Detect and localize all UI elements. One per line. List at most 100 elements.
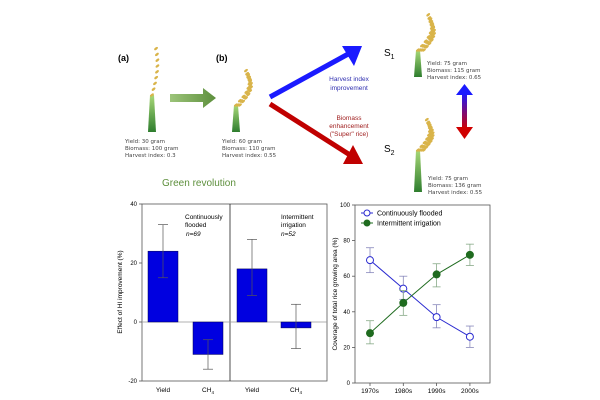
rice-grain	[427, 123, 432, 127]
rice-grain	[419, 144, 424, 148]
x-tick-label: 1990s	[428, 388, 446, 395]
rice-grain	[426, 120, 430, 124]
rice-grain	[430, 128, 434, 133]
rice-grain	[238, 99, 242, 103]
rice-grain	[426, 41, 431, 45]
rice-plant-a	[148, 46, 160, 132]
coverage-line-chart: Coverage of total rice growing area (%) …	[332, 203, 491, 395]
y-axis-label: Effect of HI improvement (%)	[117, 250, 124, 333]
x-tick-label: CH4	[202, 387, 214, 395]
rice-grain	[427, 36, 432, 40]
stat-biomass: Biomass: 115 gram	[427, 68, 480, 74]
rice-grain	[421, 144, 425, 149]
rice-grain	[245, 91, 250, 95]
rice-grain	[421, 44, 426, 48]
panel-b-label: (b)	[216, 53, 228, 63]
rice-grain	[426, 142, 431, 147]
rice-grain	[151, 87, 156, 91]
group-n: n=52	[281, 231, 296, 238]
data-point	[432, 313, 441, 322]
plot-frame	[354, 204, 491, 384]
y-tick-label: -20	[128, 379, 137, 385]
green-revolution-label: Green revolution	[162, 178, 236, 189]
x-tick-label: 1980s	[394, 388, 412, 395]
rice-grain	[154, 46, 158, 51]
panel-a-stats: Yield: 30 gram Biomass: 100 gram Harvest…	[124, 139, 178, 159]
y-tick-label: 40	[343, 310, 350, 316]
stat-hi: Harvest index: 0.55	[222, 153, 277, 159]
s2-stats: Yield: 75 gram Biomass: 136 gram Harvest…	[427, 176, 483, 196]
panel-b-stats: Yield: 60 gram Biomass: 110 gram Harvest…	[221, 139, 277, 159]
biomass-label-2: enhancement	[329, 123, 369, 130]
rice-grain	[155, 52, 159, 57]
rice-grain	[242, 95, 247, 99]
rice-grain	[244, 90, 249, 94]
rice-grain	[423, 39, 428, 43]
rice-grain	[247, 75, 251, 80]
y-tick-label: 0	[347, 381, 351, 387]
group-title: Intermittent irrigation	[281, 214, 315, 229]
s1-letter: S	[384, 48, 391, 59]
rice-grain	[246, 75, 251, 79]
rice-grain	[429, 20, 434, 24]
rice-grain	[420, 43, 424, 48]
stat-biomass: Biomass: 136 gram	[428, 183, 481, 189]
rice-grain	[155, 70, 159, 74]
x-tick-label: Yield	[156, 387, 171, 394]
rice-grain	[155, 64, 160, 68]
s1-subscript: 1	[391, 54, 395, 61]
rice-grain	[424, 117, 429, 122]
rice-grain	[247, 77, 252, 81]
rice-grain	[420, 48, 424, 52]
rice-grain	[426, 121, 431, 126]
stat-yield: Yield: 60 gram	[221, 139, 262, 145]
rice-grain	[425, 136, 429, 141]
rice-grain	[416, 48, 420, 52]
rice-grain	[236, 103, 240, 107]
rice-grain	[150, 93, 154, 97]
rice-grain	[427, 41, 432, 46]
legend-marker	[363, 219, 371, 227]
rice-grain	[427, 16, 432, 20]
group-n: n=69	[186, 231, 201, 238]
stat-biomass: Biomass: 110 gram	[222, 146, 275, 152]
group-title: Continuously flooded	[185, 214, 224, 229]
rice-grain	[249, 82, 253, 86]
series-line	[369, 254, 471, 334]
rice-grain	[428, 19, 433, 23]
rice-grain	[248, 89, 253, 93]
data-point	[432, 270, 441, 279]
rice-grain	[428, 139, 433, 144]
rice-stem	[414, 150, 422, 192]
plot-frame	[141, 203, 328, 382]
rice-stem	[148, 95, 156, 132]
rice-grain	[432, 32, 436, 36]
data-point	[366, 256, 374, 265]
y-tick-label: 100	[340, 203, 351, 209]
data-point	[465, 332, 474, 341]
rice-grain	[426, 35, 431, 39]
stat-hi: Harvest index: 0.65	[427, 75, 482, 81]
rice-grain	[424, 141, 428, 145]
rice-grain	[429, 22, 434, 26]
rice-grain	[424, 145, 429, 149]
rice-grain	[153, 81, 157, 86]
rice-grain	[425, 142, 430, 146]
red-arrow	[268, 101, 352, 158]
rice-grain	[246, 92, 251, 97]
rice-grain	[234, 103, 238, 107]
rice-grain	[239, 99, 244, 103]
rice-grain	[425, 40, 429, 44]
rice-grain	[422, 140, 427, 145]
rice-grain	[420, 148, 424, 152]
y-tick-label: 80	[343, 239, 350, 245]
x-tick-label: 1970s	[361, 388, 379, 395]
s1-label: S1	[384, 48, 395, 61]
rice-plants	[148, 13, 436, 192]
rice-grain	[422, 48, 426, 52]
rice-grain	[154, 75, 159, 80]
series-line	[369, 259, 471, 338]
rice-grain	[428, 17, 433, 21]
